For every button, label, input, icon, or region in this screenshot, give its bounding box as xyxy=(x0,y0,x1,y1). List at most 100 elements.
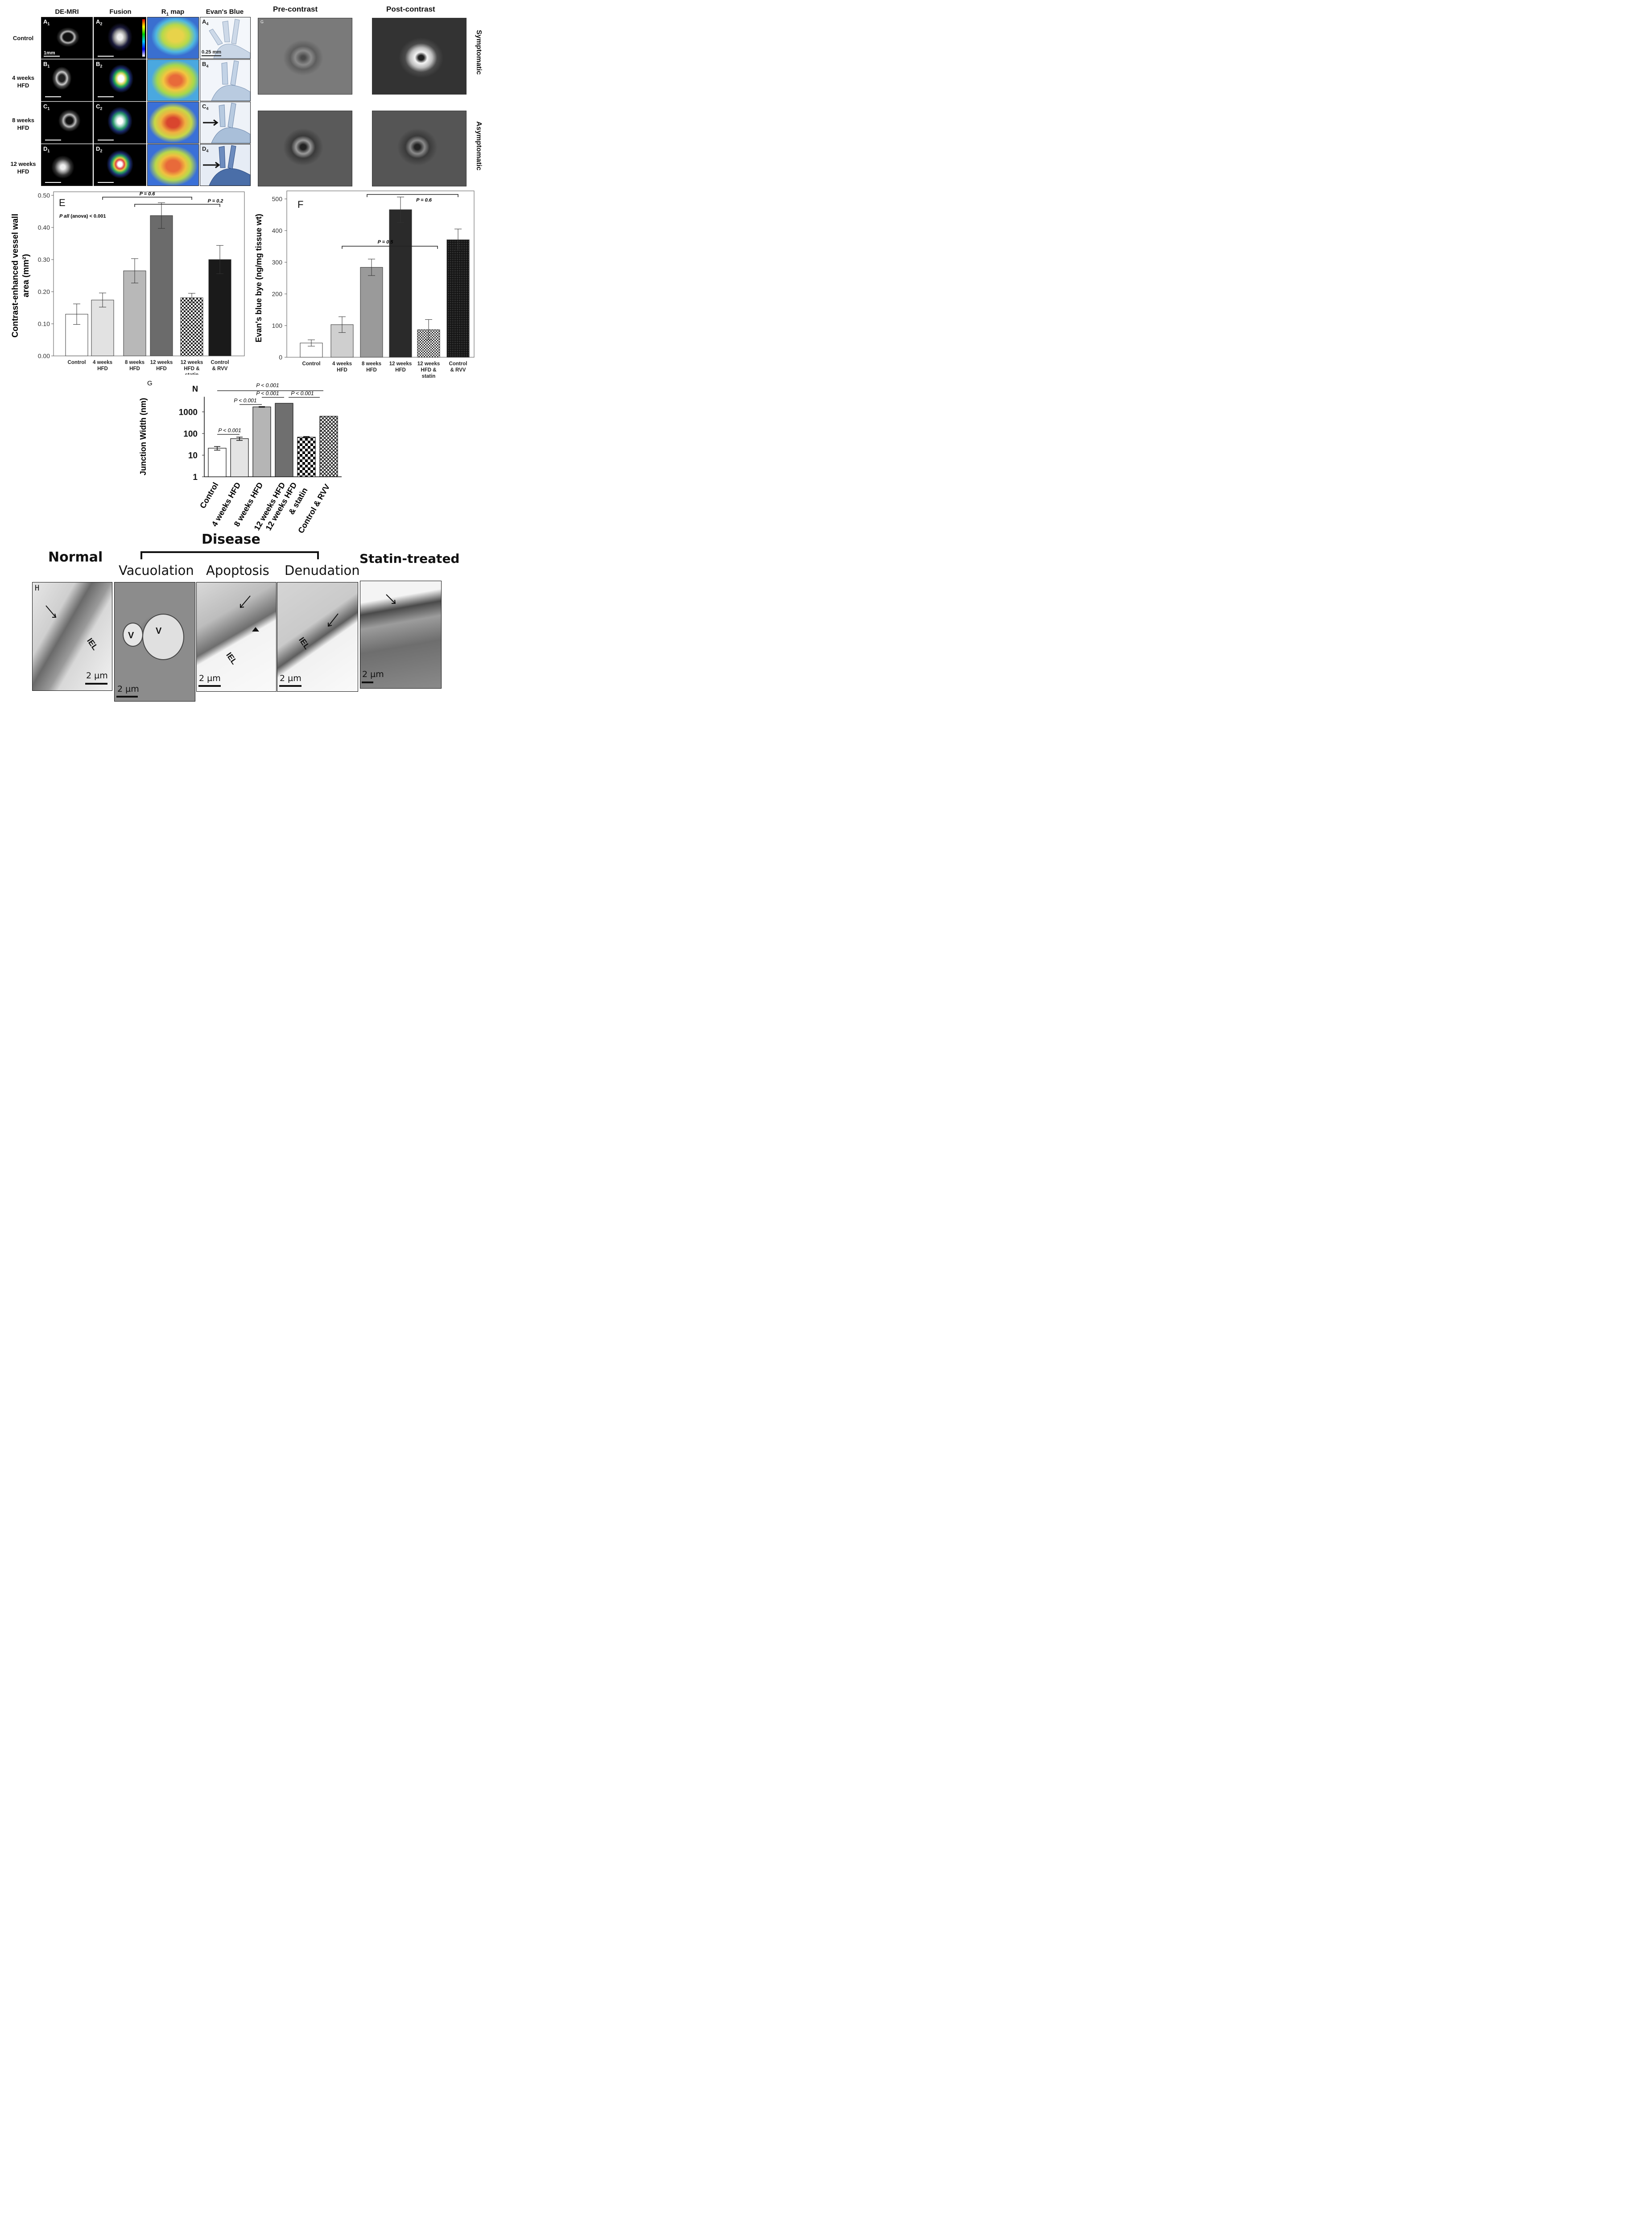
header-pre-contrast: Pre-contrast xyxy=(273,5,318,13)
tile-b2-fusion: B2 xyxy=(94,59,146,101)
y-tick-label: 0.40 xyxy=(38,224,50,231)
row-label-8-weeks: 8 weeks HFD xyxy=(12,117,34,131)
vessel-drawing xyxy=(203,145,250,186)
x-tick-label: Control xyxy=(198,481,220,510)
x-tick-label: HFD xyxy=(366,368,377,373)
y-tick-label: 500 xyxy=(272,195,283,202)
y-tick-label: 10 xyxy=(188,451,198,461)
mri-pre-symptomatic: G xyxy=(258,18,352,95)
vessel-drawing xyxy=(203,103,250,143)
label-normal: Normal xyxy=(48,549,103,565)
x-tick-label: & RVV xyxy=(212,366,228,372)
x-tick-label: & RVV xyxy=(450,368,466,373)
scalebar-1mm-label: 1mm xyxy=(44,50,55,56)
row-label-control: Control xyxy=(12,35,34,41)
em-image-statin: 2 µm xyxy=(360,581,442,689)
y-tick-label: 400 xyxy=(272,227,283,234)
x-tick-label: HFD xyxy=(395,368,406,373)
label-v-small: V xyxy=(128,631,134,640)
label-v-large: V xyxy=(156,626,162,636)
anova-annotation: P all (anova) < 0.001 xyxy=(59,214,106,219)
tile-label: A4 xyxy=(202,18,209,26)
scalebar-label: 2 µm xyxy=(86,671,108,681)
scalebar-025mm-label: 0.25 mm xyxy=(202,50,222,55)
label-apoptosis: Apoptosis xyxy=(206,563,269,578)
significance-bracket xyxy=(134,204,220,207)
x-tick-label: statin xyxy=(422,374,436,379)
x-tick-label: HFD xyxy=(156,366,167,372)
header-evans-blue: Evan's Blue xyxy=(206,8,244,16)
significance-label: P < 0.001 xyxy=(218,427,241,434)
y-tick-label: 100 xyxy=(272,322,283,329)
x-tick-label: 12 weeks xyxy=(417,361,440,367)
significance-label: P < 0.001 xyxy=(234,397,256,404)
y-tick-label: 0.10 xyxy=(38,320,50,327)
y-tick-label: 0.20 xyxy=(38,288,50,295)
label-denudation: Denudation xyxy=(285,563,360,578)
x-tick-label: Control xyxy=(211,360,229,365)
mri-post-asymptomatic xyxy=(372,111,467,186)
tile-d1-demri: D1 xyxy=(41,144,93,186)
panel-letter-f: F xyxy=(297,199,303,210)
label-statin-treated: Statin-treated xyxy=(359,551,460,566)
y-tick-label: 0 xyxy=(279,354,282,361)
bar-5 xyxy=(208,259,231,356)
tile-label: B1 xyxy=(43,61,50,69)
tile-label: C2 xyxy=(96,103,103,111)
arrow-icon xyxy=(240,595,259,632)
y-tick-label: 1000 xyxy=(179,408,198,417)
scalebar xyxy=(45,96,61,97)
header-post-contrast: Post-contrast xyxy=(386,5,435,13)
bar-3 xyxy=(150,215,173,356)
chart-e-frame xyxy=(53,191,245,356)
significance-bracket xyxy=(367,194,458,197)
x-tick-label: statin xyxy=(185,372,199,375)
x-tick-label: 4 weeks xyxy=(332,361,352,367)
bar-1 xyxy=(230,438,249,477)
tile-label: A2 xyxy=(96,18,103,26)
bar-4 xyxy=(297,437,316,477)
scalebar xyxy=(198,685,221,687)
scalebar xyxy=(98,56,114,57)
y-tick-label: 200 xyxy=(272,290,283,297)
x-tick-label: 8 weeks xyxy=(125,360,145,365)
tile-label: C4 xyxy=(202,103,209,111)
panel-letter-g: G xyxy=(260,20,264,24)
tile-label: B4 xyxy=(202,61,209,69)
tile-c4-evans-blue: C4 xyxy=(200,102,251,144)
x-tick-label: Control xyxy=(449,361,467,367)
tile-label: D2 xyxy=(96,145,103,153)
y-tick-label: 0.50 xyxy=(38,192,50,199)
mri-post-symptomatic xyxy=(372,18,467,95)
arrow-icon xyxy=(386,594,396,604)
x-tick-label: HFD xyxy=(97,366,108,372)
scalebar xyxy=(98,96,114,97)
tile-c3-r1-map xyxy=(147,102,199,144)
bar-3 xyxy=(389,209,412,358)
tile-b3-r1-map xyxy=(147,59,199,101)
scalebar-label: 2 µm xyxy=(117,684,139,694)
header-fusion: Fusion xyxy=(109,8,132,16)
bar-4 xyxy=(180,297,203,356)
disease-bracket xyxy=(140,551,319,559)
x-tick-label: Control xyxy=(68,360,86,365)
header-r1-map: R1 map xyxy=(161,8,185,17)
panel-letter-n: N xyxy=(192,384,198,393)
bar-5 xyxy=(319,416,338,477)
bar-2 xyxy=(360,267,383,358)
tile-b4-evans-blue: B4 xyxy=(200,59,251,101)
y-axis-label: Junction Width (nm) xyxy=(139,398,148,475)
x-tick-label: 12 weeks xyxy=(389,361,412,367)
figure-letter-g: G xyxy=(147,380,153,387)
tile-d3-r1-map xyxy=(147,144,199,186)
color-scale-bar xyxy=(142,19,145,57)
tile-a4-evans-blue: A4 0.25 mm xyxy=(200,17,251,59)
row-label-12-weeks: 12 weeks HFD xyxy=(10,161,36,175)
arrow-icon xyxy=(328,613,339,627)
scalebar-label: 2 µm xyxy=(362,669,384,679)
tile-b1-demri: B1 xyxy=(41,59,93,101)
x-tick-label: 12 weeks xyxy=(181,360,203,365)
bar-1 xyxy=(91,300,114,356)
tile-label: D1 xyxy=(43,145,50,153)
